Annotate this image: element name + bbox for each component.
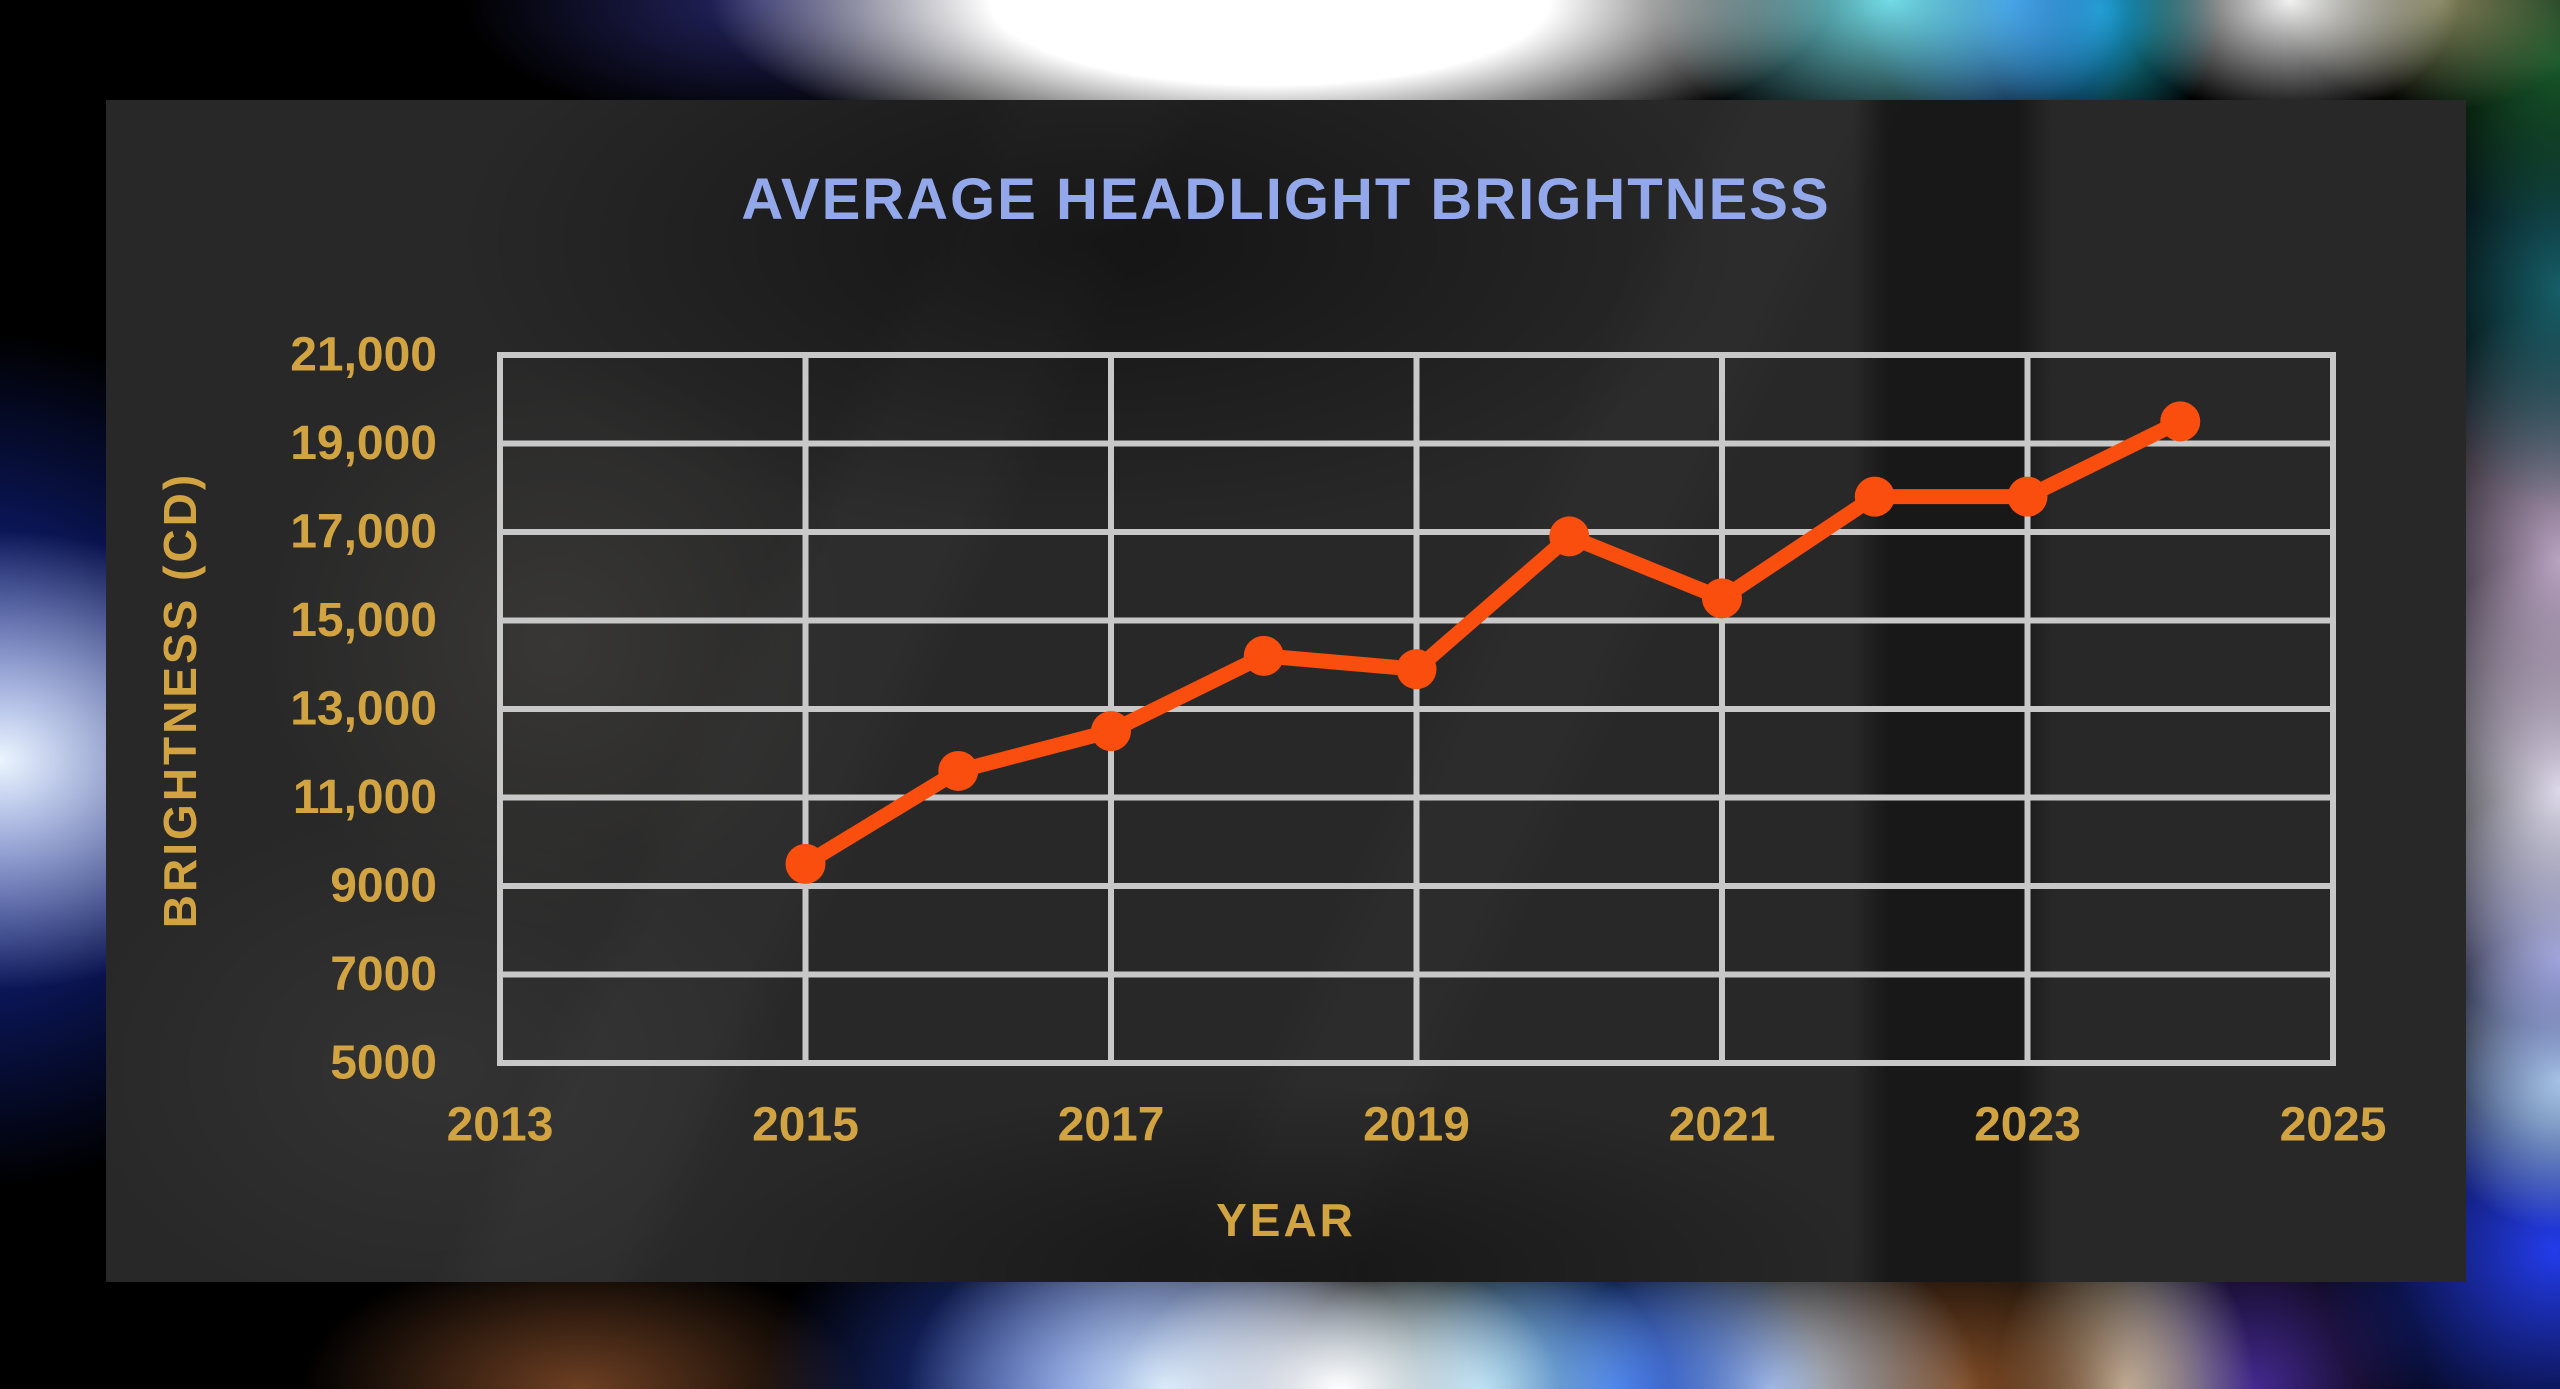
- y-tick-label: 11,000: [293, 771, 437, 824]
- data-point: [938, 750, 979, 791]
- data-point: [1396, 649, 1437, 690]
- x-axis-title: YEAR: [1216, 1194, 1356, 1246]
- y-tick-label: 13,000: [290, 683, 437, 736]
- x-tick-label: 2023: [1974, 1099, 2081, 1152]
- data-point: [1243, 635, 1284, 676]
- y-tick-label: 5000: [330, 1037, 437, 1090]
- y-tick-label: 17,000: [290, 506, 437, 559]
- y-tick-label: 9000: [330, 860, 437, 913]
- x-tick-label: 2013: [447, 1099, 554, 1152]
- x-tick-label: 2017: [1058, 1099, 1165, 1152]
- data-point: [1854, 476, 1895, 517]
- data-point: [1549, 516, 1590, 557]
- y-axis-title: BRIGHTNESS (CD): [154, 471, 206, 929]
- data-point: [785, 843, 826, 884]
- data-point: [2007, 476, 2048, 517]
- chart-title: AVERAGE HEADLIGHT BRIGHTNESS: [741, 167, 1831, 232]
- x-tick-label: 2015: [752, 1099, 859, 1152]
- data-point: [1091, 711, 1131, 752]
- x-tick-label: 2025: [2280, 1099, 2387, 1152]
- data-line: [798, 413, 2188, 872]
- x-tick-label: 2021: [1669, 1099, 1776, 1152]
- data-point: [2160, 401, 2201, 442]
- y-tick-label: 21,000: [290, 329, 437, 382]
- y-tick-label: 15,000: [290, 594, 437, 647]
- chart-svg: 5000 7000 9000 11,000 13,000 15,000 17,000 19,0…: [290, 329, 2387, 1152]
- y-tick-label: 19,000: [290, 417, 437, 470]
- chart-panel: AVERAGE HEADLIGHT BRIGHTNESS 5000 7000 900…: [106, 100, 2466, 1282]
- data-point: [1702, 578, 1742, 619]
- y-tick-label: 7000: [330, 948, 437, 1001]
- x-tick-label: 2019: [1363, 1099, 1470, 1152]
